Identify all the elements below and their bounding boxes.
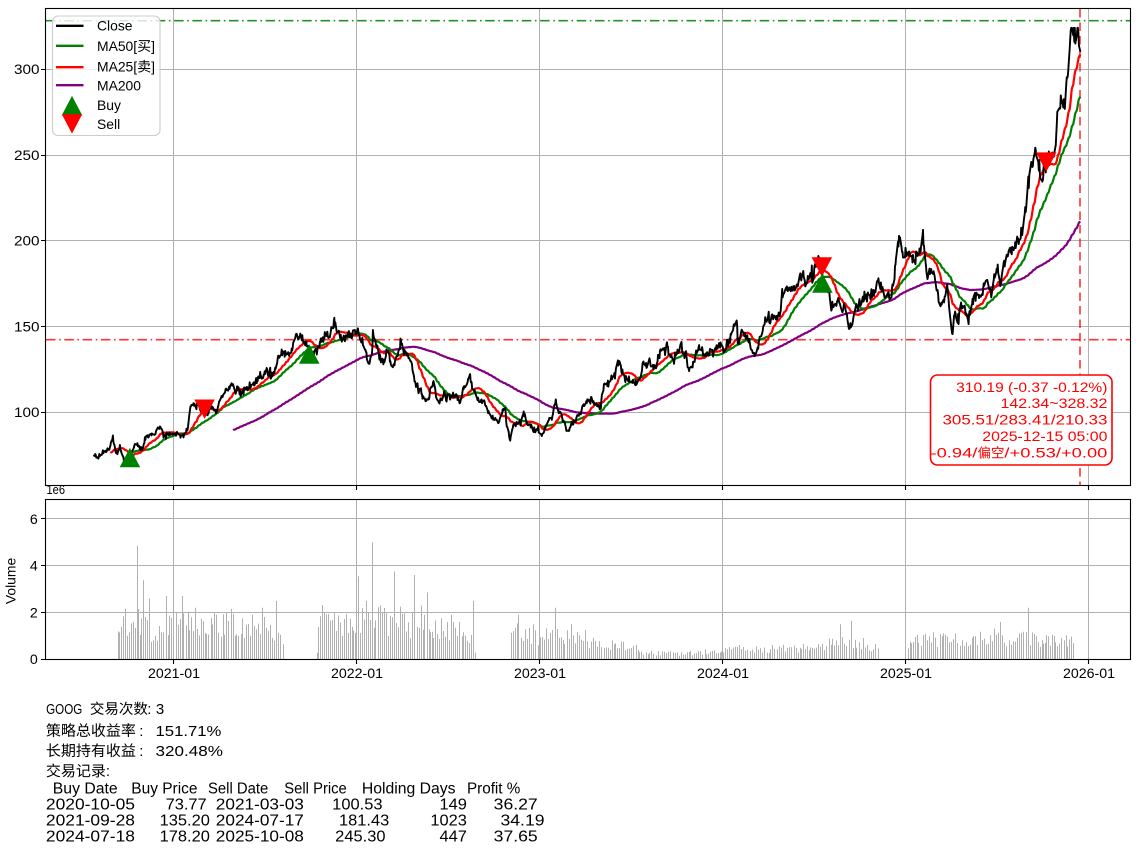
svg-text:MA200: MA200	[97, 78, 141, 94]
svg-text::: :	[106, 763, 110, 780]
svg-text:305.51/283.41/210.33: 305.51/283.41/210.33	[943, 413, 1108, 428]
svg-text:Close: Close	[97, 17, 133, 33]
svg-text:149: 149	[440, 797, 467, 814]
svg-text:2021-03-03: 2021-03-03	[216, 797, 304, 814]
svg-text::: :	[139, 723, 143, 740]
svg-text:Holding Days: Holding Days	[362, 781, 456, 798]
svg-text:2026-01: 2026-01	[1063, 665, 1115, 681]
svg-text:2021-09-28: 2021-09-28	[46, 813, 135, 830]
svg-text:Sell Date: Sell Date	[208, 781, 268, 798]
svg-text:]: ]	[151, 38, 155, 54]
svg-text:447: 447	[440, 829, 467, 846]
svg-text:Sell Price: Sell Price	[284, 781, 347, 798]
svg-text:MA25[: MA25[	[97, 59, 137, 75]
svg-text::: :	[147, 701, 151, 718]
svg-text:100: 100	[14, 405, 40, 421]
svg-text:GOOG: GOOG	[46, 701, 82, 718]
svg-text:310.19 (-0.37 -0.12%): 310.19 (-0.37 -0.12%)	[956, 380, 1107, 395]
svg-text:34.19: 34.19	[501, 813, 545, 830]
svg-text:320.48%: 320.48%	[156, 743, 223, 760]
svg-text:Buy: Buy	[97, 97, 121, 113]
svg-text:2025-10-08: 2025-10-08	[216, 829, 304, 846]
svg-text:245.30: 245.30	[335, 829, 385, 846]
svg-text:Volume: Volume	[2, 558, 18, 605]
svg-text:2022-01: 2022-01	[331, 665, 383, 681]
svg-text:2025-12-15 05:00: 2025-12-15 05:00	[982, 429, 1107, 444]
svg-text:Profit %: Profit %	[467, 781, 521, 798]
svg-text:2020-10-05: 2020-10-05	[46, 797, 135, 814]
svg-text:73.77: 73.77	[166, 797, 207, 814]
svg-text:0: 0	[30, 652, 38, 668]
svg-text:Sell: Sell	[97, 116, 120, 132]
svg-text:/+0.53/+0.00: /+0.53/+0.00	[1004, 446, 1107, 461]
svg-text:150: 150	[14, 319, 40, 335]
svg-text:2: 2	[30, 605, 38, 621]
svg-text:1023: 1023	[430, 813, 467, 830]
svg-text:36.27: 36.27	[494, 797, 538, 814]
svg-text:3: 3	[156, 701, 164, 718]
svg-text:1e6: 1e6	[47, 482, 66, 497]
svg-text:300: 300	[14, 62, 40, 78]
svg-text:178.20: 178.20	[160, 829, 210, 846]
svg-text:2024-07-17: 2024-07-17	[216, 813, 304, 830]
svg-text:151.71%: 151.71%	[156, 723, 222, 740]
svg-text:2025-01: 2025-01	[880, 665, 932, 681]
svg-text:MA50[: MA50[	[97, 38, 137, 54]
svg-text:2021-01: 2021-01	[148, 665, 200, 681]
svg-text::: :	[139, 743, 143, 760]
svg-text:]: ]	[151, 59, 155, 75]
svg-text:200: 200	[14, 234, 40, 250]
svg-text:-0.94/: -0.94/	[931, 446, 978, 461]
svg-text:135.20: 135.20	[160, 813, 210, 830]
svg-text:142.34~328.32: 142.34~328.32	[1001, 396, 1108, 411]
svg-text:Buy Date: Buy Date	[53, 781, 118, 798]
svg-text:Buy Price: Buy Price	[131, 781, 197, 798]
svg-text:100.53: 100.53	[332, 797, 382, 814]
svg-text:2024-07-18: 2024-07-18	[46, 829, 135, 846]
svg-text:37.65: 37.65	[494, 829, 538, 846]
svg-text:250: 250	[14, 148, 40, 164]
svg-text:2023-01: 2023-01	[514, 665, 566, 681]
svg-text:181.43: 181.43	[339, 813, 389, 830]
svg-text:4: 4	[30, 559, 38, 575]
svg-text:6: 6	[30, 512, 38, 528]
svg-text:2024-01: 2024-01	[697, 665, 749, 681]
